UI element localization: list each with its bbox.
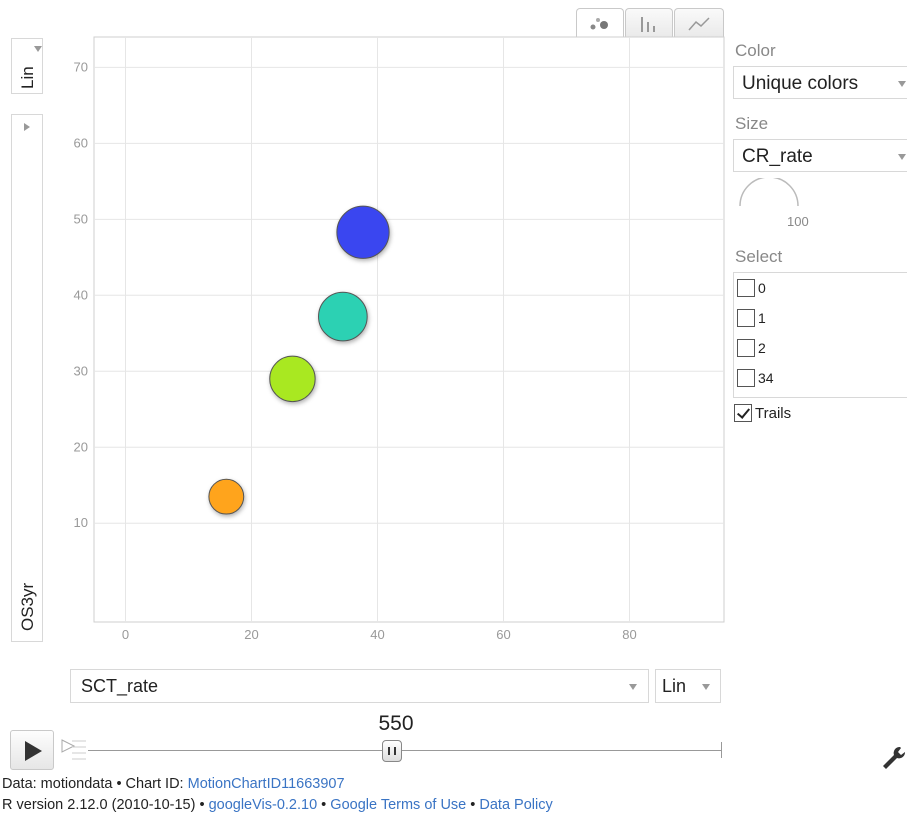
chevron-down-icon: [898, 81, 906, 87]
color-select[interactable]: Unique colors: [733, 66, 907, 99]
bubble-chart: 0 20 40 60 80 10 20 30 40 50 60 70: [74, 36, 725, 642]
tab-bubble-chart[interactable]: [576, 8, 624, 38]
wrench-icon[interactable]: [880, 744, 906, 770]
x-variable-label: SCT_rate: [81, 676, 159, 696]
plot-area: 0 20 40 60 80 10 20 30 40 50 60 70: [74, 36, 725, 642]
time-value: 550: [378, 712, 414, 735]
select-item-label: 34: [758, 370, 774, 386]
x-tick-label: 40: [370, 627, 384, 642]
slider-end-tick: [721, 742, 722, 758]
select-item-1[interactable]: 1: [737, 307, 766, 329]
bar-chart-icon: [641, 16, 655, 32]
y-tick-label: 30: [74, 363, 88, 378]
chevron-down-icon: [629, 684, 637, 690]
trails-checkbox[interactable]: [734, 404, 752, 422]
select-item-label: 0: [758, 280, 766, 296]
x-scale-label: Lin: [662, 676, 687, 696]
checkbox[interactable]: [737, 339, 755, 357]
trails-toggle[interactable]: Trails: [734, 402, 791, 424]
chevron-down-icon: [34, 46, 42, 52]
bubble[interactable]: [318, 291, 368, 342]
r-version-text: R version 2.12.0 (2010-10-15) •: [2, 797, 209, 813]
select-list: 0 1 2 34: [733, 272, 907, 398]
y-tick-label: 40: [74, 287, 88, 302]
googlevis-link[interactable]: googleVis-0.2.10: [208, 797, 318, 813]
y-tick-label: 10: [74, 515, 88, 530]
checkbox[interactable]: [737, 369, 755, 387]
x-scale-select[interactable]: Lin: [655, 669, 721, 703]
tab-bar-chart[interactable]: [625, 8, 673, 38]
size-label: Size: [735, 114, 769, 133]
select-label: Select: [735, 247, 783, 266]
line-chart-icon: [688, 16, 710, 30]
y-tick-label: 60: [74, 135, 88, 150]
bubble[interactable]: [336, 205, 390, 259]
data-policy-link[interactable]: Data Policy: [479, 797, 553, 813]
play-button[interactable]: [10, 730, 54, 770]
chevron-right-icon: [24, 123, 30, 131]
time-slider-track[interactable]: [88, 750, 722, 751]
checkbox[interactable]: [737, 309, 755, 327]
chart-id-link[interactable]: MotionChartID11663907: [187, 776, 345, 792]
y-scale-select[interactable]: Lin: [11, 38, 43, 94]
footer-line-1: Data: motiondata • Chart ID: MotionChart…: [2, 776, 345, 792]
footer-line-2: R version 2.12.0 (2010-10-15) • googleVi…: [2, 797, 553, 813]
bubble-chart-icon: [590, 17, 608, 29]
time-slider-handle[interactable]: [382, 740, 403, 762]
separator: •: [466, 797, 480, 813]
terms-link[interactable]: Google Terms of Use: [330, 797, 467, 813]
separator: •: [317, 797, 331, 813]
chart-type-tabs: [576, 8, 724, 38]
x-tick-label: 80: [622, 627, 636, 642]
chevron-down-icon: [702, 684, 710, 690]
chevron-down-icon: [898, 154, 906, 160]
y-scale-label: Lin: [18, 66, 37, 89]
y-tick-label: 70: [74, 59, 88, 74]
size-legend-arc: [739, 178, 799, 207]
bubble[interactable]: [208, 478, 245, 515]
size-value: CR_rate: [742, 146, 813, 167]
y-variable-select[interactable]: OS3yr: [11, 114, 43, 642]
checkbox[interactable]: [737, 279, 755, 297]
select-item-34[interactable]: 34: [737, 367, 774, 389]
x-variable-select[interactable]: SCT_rate: [70, 669, 649, 703]
x-tick-label: 20: [244, 627, 258, 642]
size-select[interactable]: CR_rate: [733, 139, 907, 172]
speed-control-icon[interactable]: [60, 738, 88, 764]
select-item-0[interactable]: 0: [737, 277, 766, 299]
color-value: Unique colors: [742, 73, 859, 94]
tab-line-chart[interactable]: [674, 8, 724, 38]
y-variable-label: OS3yr: [18, 582, 37, 631]
bubble[interactable]: [269, 355, 316, 403]
select-item-label: 2: [758, 340, 766, 356]
trails-label: Trails: [755, 404, 792, 422]
x-tick-label: 60: [496, 627, 510, 642]
x-tick-label: 0: [122, 627, 129, 642]
select-item-label: 1: [758, 310, 766, 326]
size-max-label: 100: [787, 214, 809, 229]
color-label: Color: [735, 41, 776, 60]
y-tick-label: 50: [74, 211, 88, 226]
select-item-2[interactable]: 2: [737, 337, 766, 359]
footer-data-text: Data: motiondata • Chart ID:: [2, 776, 188, 792]
y-tick-label: 20: [74, 439, 88, 454]
plot-frame: [93, 36, 725, 623]
